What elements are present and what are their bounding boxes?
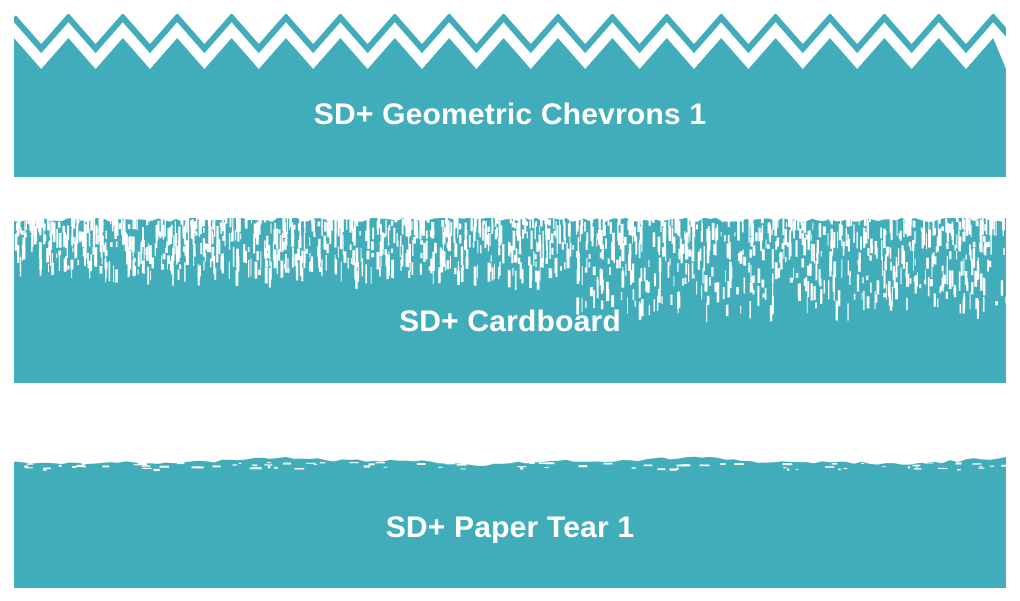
cardboard-edge-shape — [14, 214, 1006, 383]
chevrons-banner: SD+ Geometric Chevrons 1 — [14, 14, 1006, 177]
chevron-edge-shape — [14, 14, 1006, 177]
paper-tear-banner-label: SD+ Paper Tear 1 — [385, 511, 635, 544]
chevrons-banner-label: SD+ Geometric Chevrons 1 — [313, 98, 707, 131]
cardboard-banner-label: SD+ Cardboard — [399, 305, 621, 338]
paper-tear-banner: SD+ Paper Tear 1 — [14, 448, 1006, 588]
paper-tear-edge-shape — [14, 456, 1006, 588]
cardboard-banner: SD+ Cardboard — [14, 214, 1006, 383]
